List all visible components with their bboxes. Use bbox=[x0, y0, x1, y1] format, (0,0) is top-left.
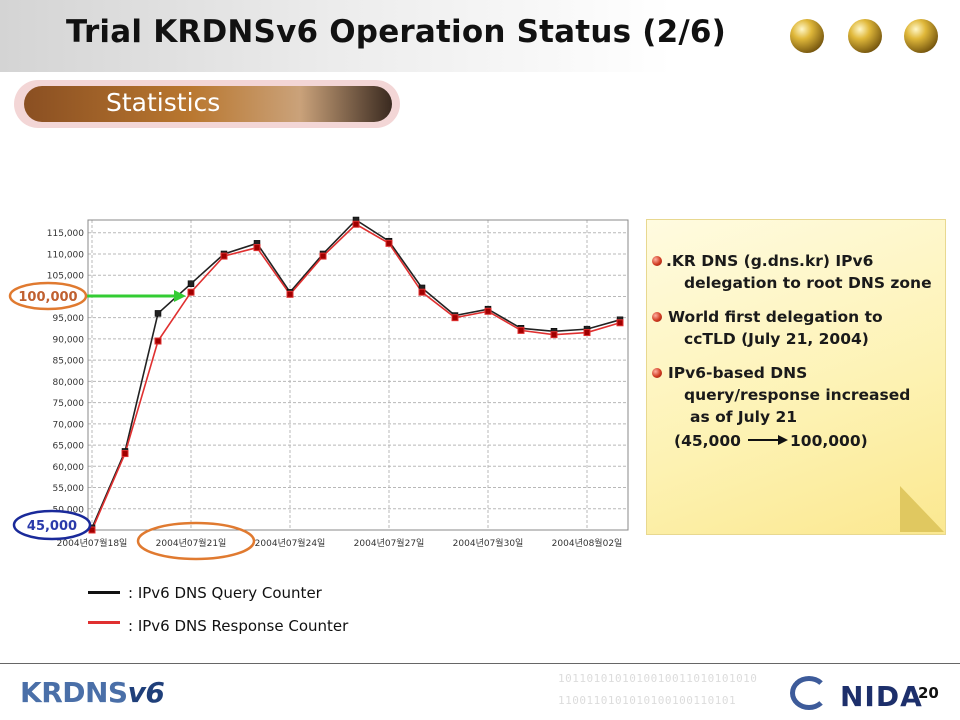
highlight-date-circle bbox=[136, 521, 256, 561]
y-tick-label: 50,000 bbox=[53, 505, 85, 515]
bullet-icon bbox=[652, 368, 662, 378]
response-point bbox=[253, 244, 261, 252]
y-tick-label: 115,000 bbox=[47, 229, 84, 239]
y-tick-label: 90,000 bbox=[53, 335, 85, 345]
x-tick-label: 2004년07월21일 bbox=[156, 537, 227, 549]
page-title: Trial KRDNSv6 Operation Status (2/6) bbox=[66, 14, 727, 50]
response-point bbox=[451, 314, 459, 322]
y-tick-label: 110,000 bbox=[47, 250, 84, 260]
footer-binary-pattern: 1100110101010100100110101 bbox=[558, 694, 737, 707]
note-item3-from: (45,000 bbox=[674, 432, 741, 450]
response-point bbox=[286, 290, 294, 298]
y-tick-label: 60,000 bbox=[53, 463, 85, 473]
logo-main-text: KRDNS bbox=[20, 676, 128, 709]
decorative-ball-icon bbox=[904, 19, 938, 53]
legend-response-swatch bbox=[88, 621, 120, 624]
y-tick-label: 75,000 bbox=[53, 399, 85, 409]
bullet-icon bbox=[652, 256, 662, 266]
footer-divider bbox=[0, 663, 960, 664]
low-value-label: 45,000 bbox=[27, 519, 77, 534]
chart-grid bbox=[88, 220, 628, 531]
nida-logo: NIDA bbox=[840, 680, 923, 713]
response-point bbox=[418, 288, 426, 296]
legend-query-swatch bbox=[88, 591, 120, 594]
high-value-label: 100,000 bbox=[18, 290, 77, 305]
query-point bbox=[154, 310, 162, 317]
y-tick-label: 70,000 bbox=[53, 420, 85, 430]
note-item1-line2: delegation to root DNS zone bbox=[684, 274, 932, 292]
section-header-bar bbox=[24, 86, 392, 122]
y-tick-label: 55,000 bbox=[53, 484, 85, 494]
note-item1-line1: .KR DNS (g.dns.kr) IPv6 bbox=[666, 252, 874, 270]
logo-six-text: v6 bbox=[127, 676, 165, 709]
series-line-response bbox=[91, 223, 621, 531]
response-point bbox=[385, 239, 393, 247]
note-item3-line3: as of July 21 bbox=[690, 408, 798, 426]
decorative-ball-icon bbox=[848, 19, 882, 53]
nida-logo-ring-icon bbox=[790, 676, 828, 710]
bullet-icon bbox=[652, 312, 662, 322]
response-point bbox=[220, 252, 228, 260]
x-tick-label: 2004년07월18일 bbox=[57, 537, 128, 549]
annotation-arrow-head-icon bbox=[174, 290, 186, 302]
high-value-circle bbox=[8, 281, 88, 311]
legend-response-label: : IPv6 DNS Response Counter bbox=[128, 617, 349, 635]
page-number: 20 bbox=[918, 684, 939, 702]
y-tick-label: 80,000 bbox=[53, 378, 85, 388]
response-point bbox=[319, 252, 327, 260]
response-point bbox=[616, 319, 624, 327]
query-point bbox=[187, 280, 195, 287]
response-point bbox=[352, 220, 360, 228]
decorative-ball-icon bbox=[790, 19, 824, 53]
section-label: Statistics bbox=[106, 88, 221, 117]
y-axis: 45,00050,00055,00060,00065,00070,00075,0… bbox=[47, 229, 84, 536]
note-item3-line1: IPv6-based DNS bbox=[668, 364, 808, 382]
response-point bbox=[583, 329, 591, 337]
y-tick-label: 95,000 bbox=[53, 314, 85, 324]
series-line-query bbox=[91, 218, 621, 529]
footer-binary-pattern: 1011010101010010011010101010 bbox=[558, 672, 758, 685]
response-point bbox=[187, 288, 195, 296]
x-tick-label: 2004년07월24일 bbox=[255, 537, 326, 549]
x-tick-label: 2004년07월30일 bbox=[453, 537, 524, 549]
legend-query-label: : IPv6 DNS Query Counter bbox=[128, 584, 322, 602]
y-tick-label: 65,000 bbox=[53, 442, 85, 452]
notes-panel bbox=[646, 219, 946, 535]
krdnsv6-logo: KRDNSv6 bbox=[20, 676, 165, 709]
x-tick-label: 2004년07월27일 bbox=[354, 537, 425, 549]
notes-panel-fold bbox=[900, 486, 944, 532]
response-point bbox=[154, 337, 162, 345]
response-point bbox=[517, 326, 525, 334]
response-point bbox=[550, 331, 558, 339]
y-tick-label: 105,000 bbox=[47, 272, 84, 282]
x-tick-label: 2004년08월02일 bbox=[552, 537, 623, 549]
y-tick-label: 85,000 bbox=[53, 357, 85, 367]
note-item2-line1: World first delegation to bbox=[668, 308, 883, 326]
response-point bbox=[121, 450, 129, 458]
low-value-circle bbox=[12, 509, 92, 541]
note-arrow-icon bbox=[748, 435, 788, 445]
note-item3-line2: query/response increased bbox=[684, 386, 911, 404]
note-item3-to: 100,000) bbox=[790, 432, 868, 450]
series-layer bbox=[88, 216, 624, 534]
plot-frame bbox=[87, 219, 629, 531]
note-item2-line2: ccTLD (July 21, 2004) bbox=[684, 330, 869, 348]
x-axis: 2004년07월18일 2004년07월21일 2004년07월24일 2004년07… bbox=[57, 537, 623, 549]
response-point bbox=[484, 307, 492, 315]
